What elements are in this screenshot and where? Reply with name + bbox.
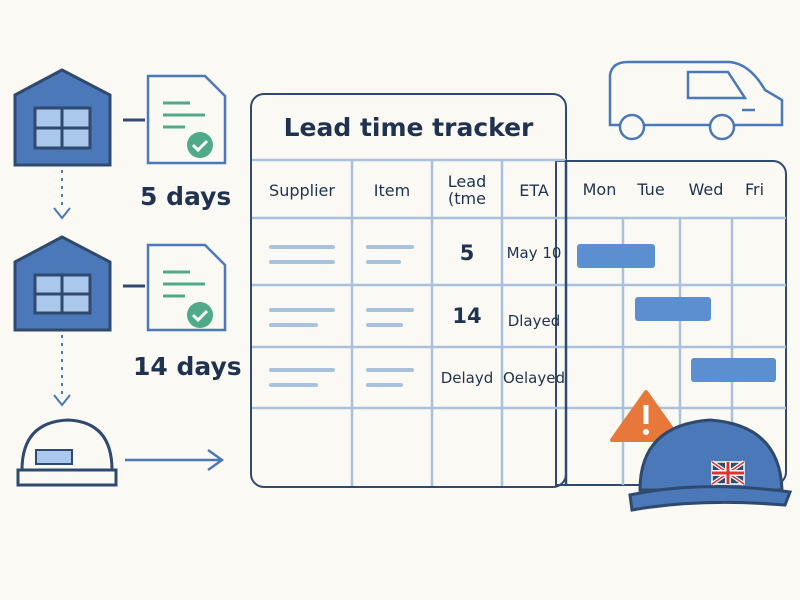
header-lead-time: Lead (tme: [447, 172, 487, 208]
supplier-placeholder: [269, 383, 318, 387]
supplier-placeholder: [269, 323, 318, 327]
item-placeholder: [366, 308, 414, 312]
header-item: Item: [373, 180, 411, 200]
calendar-day-tue: Tue: [637, 179, 665, 199]
supplier-placeholder: [269, 245, 335, 249]
supplier-placeholder: [269, 308, 335, 312]
supplier-placeholder: [269, 260, 335, 264]
warehouse-icon: [13, 235, 112, 332]
step2-lead-days: 14 days: [133, 352, 242, 381]
warning-icon: [610, 390, 682, 442]
schedule-bar-2: [635, 297, 711, 321]
item-placeholder: [366, 323, 403, 327]
calendar-day-mon: Mon: [582, 179, 617, 199]
header-eta: ETA: [519, 180, 549, 200]
item-placeholder: [366, 383, 403, 387]
calendar-day-fri: Fri: [744, 179, 765, 199]
blue-helmet-icon: [628, 418, 793, 512]
lead-time-value: Delayd: [440, 368, 494, 387]
lead-time-value: 14: [452, 304, 482, 328]
eta-value: May 10: [506, 243, 562, 262]
delivery-van-icon: [608, 60, 784, 141]
schedule-bar-1: [577, 244, 655, 268]
document-check-icon: [146, 243, 227, 332]
eta-value: Oelayed: [502, 368, 566, 387]
step1-lead-days: 5 days: [140, 182, 232, 211]
hard-hat-icon: [16, 418, 118, 487]
header-supplier: Supplier: [269, 180, 335, 200]
calendar-day-wed: Wed: [688, 179, 724, 199]
item-placeholder: [366, 368, 414, 372]
document-check-icon: [146, 74, 227, 165]
warehouse-icon: [13, 68, 112, 167]
uk-flag-icon: [710, 460, 746, 486]
arrow-right-icon: [125, 448, 225, 472]
item-placeholder: [366, 260, 401, 264]
supplier-placeholder: [269, 368, 335, 372]
page-title: Lead time tracker: [283, 113, 534, 142]
schedule-bar-3: [691, 358, 776, 382]
item-placeholder: [366, 245, 414, 249]
eta-value: Dlayed: [507, 312, 561, 330]
lead-time-value: 5: [459, 240, 475, 265]
